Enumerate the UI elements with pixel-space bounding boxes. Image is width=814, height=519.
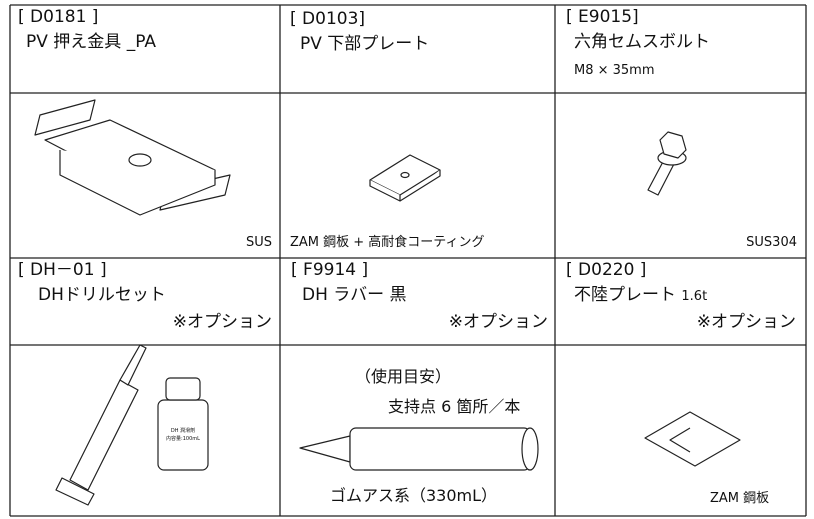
usage-text: 支持点 6 箇所／本: [388, 397, 520, 416]
part-material: SUS304: [746, 235, 797, 250]
part-name: DH ラバー 黒: [302, 285, 407, 305]
cartridge-illustration: [299, 427, 539, 471]
part-name: 不陸プレート 1.6t: [574, 285, 707, 305]
part-code: [ E9015]: [566, 7, 639, 27]
usage-title: （使用目安）: [355, 367, 451, 386]
bolt-illustration: [647, 131, 687, 196]
part-code: [ F9914 ]: [291, 260, 368, 280]
bottle-label: DH 潤滑剤: [171, 427, 195, 434]
plate-illustration: [369, 154, 441, 202]
part-code: [ D0103]: [290, 9, 365, 29]
part-code: [ D0181 ]: [18, 7, 98, 27]
part-material: ゴムアス系（330mL）: [330, 486, 497, 505]
part-option: ※オプション: [697, 312, 796, 332]
part-code: [ DH－01 ]: [18, 260, 107, 280]
part-spec: 1.6t: [681, 289, 707, 304]
part-option: ※オプション: [449, 312, 548, 332]
table-grid: [9, 4, 807, 517]
bottle-label: 内容量:100mL: [166, 435, 200, 442]
part-spec: M8 × 35mm: [574, 63, 655, 78]
part-name: PV 下部プレート: [300, 34, 429, 54]
part-code: [ D0220 ]: [566, 260, 646, 280]
shim-illustration: [644, 411, 741, 467]
part-name: DHドリルセット: [38, 285, 166, 305]
part-name: 六角セムスボルト: [574, 32, 710, 52]
part-material: ZAM 鋼板: [710, 491, 769, 506]
drill-illustration: [55, 344, 209, 506]
clamp-illustration: [34, 99, 231, 216]
part-material: SUS: [246, 235, 272, 250]
part-name: PV 押え金具 _PA: [26, 32, 156, 52]
part-material: ZAM 鋼板 + 高耐食コーティング: [290, 234, 485, 250]
part-name-text: 不陸プレート: [574, 285, 676, 305]
part-option: ※オプション: [173, 312, 272, 332]
